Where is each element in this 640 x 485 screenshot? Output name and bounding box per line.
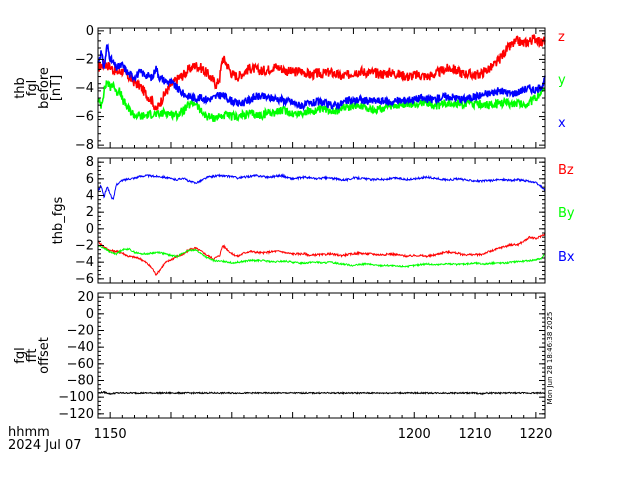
panel-2-ylabel: fgl — [13, 347, 28, 363]
ytick-label: 0 — [86, 307, 94, 322]
ytick-label: −8 — [75, 138, 94, 153]
panel-2-frame — [97, 292, 546, 419]
date-label: 2024 Jul 07 — [8, 438, 82, 453]
panel-1-ylabel: thb_fgs — [51, 196, 66, 244]
xtick-label: 1210 — [459, 427, 492, 442]
series-0-x-line — [97, 43, 546, 112]
series-0-z-line — [97, 33, 546, 111]
ytick-label: −120 — [58, 407, 94, 422]
ytick-label: −100 — [58, 390, 94, 405]
series-1-Bx-line — [97, 173, 546, 200]
series-2-trace-line — [97, 390, 545, 396]
ytick-label: −2 — [75, 239, 94, 254]
ytick-label: 0 — [86, 222, 94, 237]
legend-Bx: Bx — [558, 250, 575, 265]
panel-0-ylabel: fgl — [25, 80, 40, 96]
ytick-label: 2 — [86, 205, 94, 220]
panel-2-ylabel: offset — [37, 337, 52, 374]
xtick-label: 1200 — [398, 427, 431, 442]
ytick-label: −80 — [67, 374, 94, 389]
xtick-label: 1220 — [519, 427, 552, 442]
panel-0-ylabel: before — [37, 67, 52, 109]
panel-0-ylabel: thb — [13, 77, 28, 99]
panel-0-ylabel: [nT] — [49, 75, 64, 101]
ytick-label: 0 — [86, 24, 94, 39]
legend-Bz: Bz — [558, 163, 574, 178]
legend-z: z — [558, 30, 565, 45]
series-1-By-line — [97, 244, 546, 268]
ytick-label: 4 — [86, 189, 94, 204]
legend-By: By — [558, 206, 575, 221]
ytick-label: −4 — [75, 255, 94, 270]
legend-x: x — [558, 116, 566, 131]
series-1-Bz-line — [97, 232, 546, 276]
ytick-label: −20 — [67, 324, 94, 339]
ytick-label: −2 — [75, 52, 94, 67]
ytick-label: −4 — [75, 81, 94, 96]
ytick-label: 20 — [77, 290, 94, 305]
xtick-label: 1150 — [94, 427, 127, 442]
legend-y: y — [558, 73, 566, 88]
time-format-label: hhmm — [8, 425, 50, 440]
generation-timestamp: Mon Jun 28 18:46:38 2025 — [546, 312, 554, 405]
ytick-label: −6 — [75, 272, 94, 287]
ytick-label: 8 — [86, 155, 94, 170]
panel-0-frame — [97, 27, 546, 149]
ytick-label: −60 — [67, 357, 94, 372]
panel-2-ylabel: fft — [25, 348, 40, 362]
ytick-label: −40 — [67, 340, 94, 355]
ytick-label: −6 — [75, 110, 94, 125]
ytick-label: 6 — [86, 172, 94, 187]
